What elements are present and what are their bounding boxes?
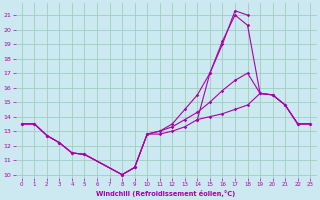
- X-axis label: Windchill (Refroidissement éolien,°C): Windchill (Refroidissement éolien,°C): [96, 190, 236, 197]
